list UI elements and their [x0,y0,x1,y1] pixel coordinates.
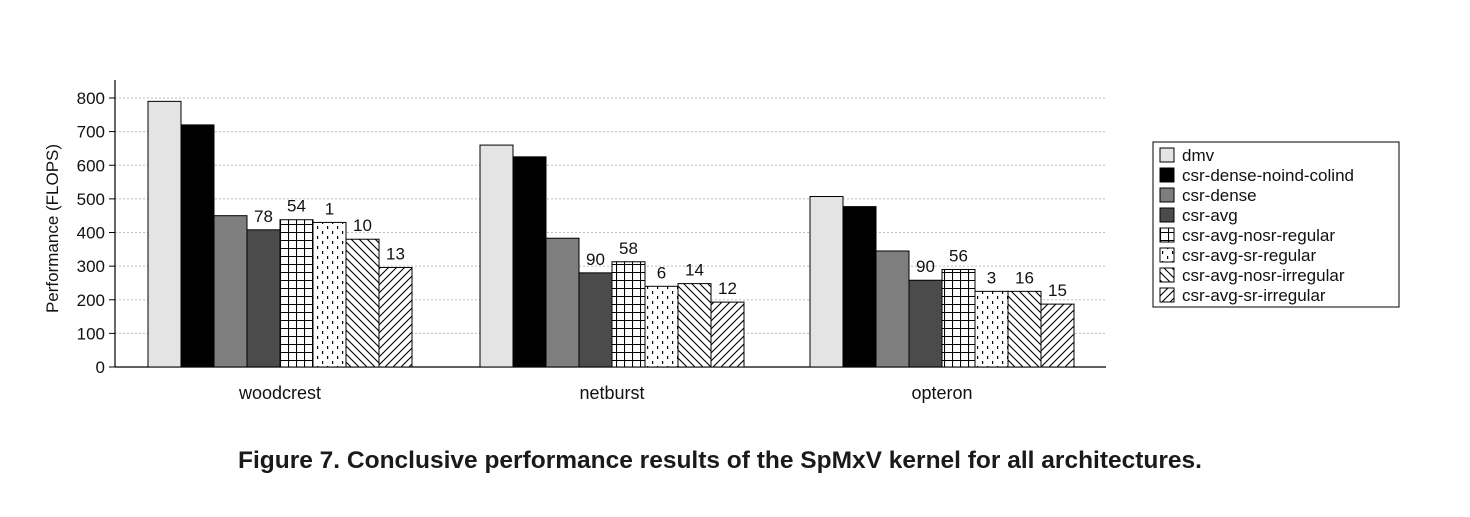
bar-csr-avg-sr-irregular-opteron [1040,303,1075,368]
bar-csr-avg-nosr-regular-netburst [611,261,646,368]
legend-label: csr-avg-nosr-irregular [1182,266,1345,285]
legend-label: dmv [1182,146,1215,165]
data-label: 15 [1048,281,1067,300]
legend-label: csr-avg-sr-irregular [1182,286,1326,305]
legend-label: csr-dense [1182,186,1257,205]
y-tick-label: 300 [77,257,105,276]
bar-csr-avg-woodcrest [246,229,281,368]
bar-csr-avg-sr-irregular-netburst [710,301,745,368]
bar-csr-dense-noind-colind-netburst [512,156,547,368]
category-label-opteron: opteron [911,383,972,403]
bar-csr-avg-sr-regular-woodcrest [312,221,347,368]
data-label: 10 [353,216,372,235]
data-label: 16 [1015,268,1034,287]
bar-chart: 0 100 200 300 400 500 600 700 800 Performance (FL… [43,80,1400,403]
data-label: 1 [325,199,334,218]
bar-csr-avg-sr-irregular-woodcrest [378,266,413,368]
y-tick-label: 0 [96,358,105,377]
data-label: 13 [386,244,405,263]
data-label: 14 [685,261,704,280]
category-label-netburst: netburst [579,383,644,403]
category-label-woodcrest: woodcrest [238,383,321,403]
legend-box [1152,141,1400,308]
data-label: 78 [254,207,273,226]
y-axis-title: Performance (FLOPS) [43,144,62,313]
data-label: 3 [987,268,996,287]
bars [147,100,1075,368]
bar-dmv-woodcrest [147,100,182,368]
bar-csr-avg-sr-regular-netburst [644,285,679,368]
bar-csr-dense-netburst [545,237,580,368]
data-label: 58 [619,239,638,258]
legend-label: csr-avg-sr-regular [1182,246,1316,265]
legend-label: csr-avg-nosr-regular [1182,226,1335,245]
bar-csr-avg-nosr-irregular-opteron [1007,290,1042,368]
bar-csr-avg-nosr-regular-woodcrest [279,219,314,368]
legend-swatch-csr-avg-sr-regular [1159,247,1175,263]
figure-caption: Figure 7. Conclusive performance results… [238,447,1202,474]
bar-dmv-opteron [809,196,844,368]
bar-csr-avg-sr-regular-opteron [974,290,1009,368]
bar-csr-avg-nosr-regular-opteron [941,268,976,368]
bar-csr-avg-nosr-irregular-netburst [677,283,712,368]
bar-dmv-netburst [479,144,514,368]
data-label: 6 [657,263,666,282]
data-label: 54 [287,197,306,216]
y-tick-label: 200 [77,291,105,310]
data-labels: 78 54 1 10 13 90 58 6 14 12 90 56 3 16 15 [254,197,1067,300]
legend-swatch-csr-dense-noind-colind [1159,167,1175,183]
y-tick-label: 500 [77,190,105,209]
legend-label: csr-dense-noind-colind [1182,166,1354,185]
legend-swatch-csr-avg-nosr-irregular [1159,267,1175,283]
bar-csr-avg-netburst [578,272,613,368]
data-label: 12 [718,279,737,298]
y-tick-label: 100 [77,324,105,343]
legend-swatch-csr-avg [1159,207,1175,223]
legend-label: csr-avg [1182,206,1238,225]
legend-swatch-csr-avg-nosr-regular [1159,227,1175,243]
bar-csr-dense-noind-colind-woodcrest [180,124,215,368]
bar-csr-dense-woodcrest [213,215,248,368]
bar-csr-avg-opteron [908,279,943,368]
legend-swatch-csr-avg-sr-irregular [1159,287,1175,303]
data-label: 56 [949,246,968,265]
bar-csr-dense-noind-colind-opteron [842,206,877,368]
bar-csr-avg-nosr-irregular-woodcrest [345,238,380,368]
legend-swatch-csr-dense [1159,187,1175,203]
data-label: 90 [586,250,605,269]
bar-csr-dense-opteron [875,250,910,368]
legend-swatch-dmv [1159,147,1175,163]
y-tick-label: 800 [77,89,105,108]
y-tick-label: 400 [77,224,105,243]
y-tick-label: 600 [77,156,105,175]
legend: dmvcsr-dense-noind-colindcsr-densecsr-av… [1152,141,1400,308]
data-label: 90 [916,257,935,276]
y-tick-label: 700 [77,123,105,142]
